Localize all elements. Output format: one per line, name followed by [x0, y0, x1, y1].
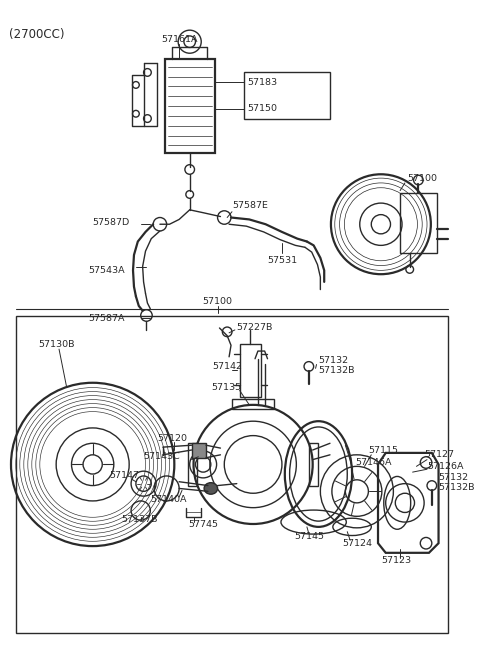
Text: 57140A: 57140A — [150, 495, 187, 504]
Text: 57135: 57135 — [211, 383, 241, 392]
Text: 57150: 57150 — [247, 104, 277, 113]
Bar — [192, 443, 206, 458]
Bar — [309, 443, 318, 485]
Text: 57126A: 57126A — [427, 462, 464, 471]
Bar — [243, 72, 330, 119]
Text: 57531: 57531 — [267, 256, 297, 265]
Text: 57123: 57123 — [381, 556, 411, 565]
Text: 57127: 57127 — [424, 450, 454, 459]
Text: 57132: 57132 — [439, 474, 468, 482]
Text: 57745: 57745 — [189, 520, 219, 529]
Text: 57587A: 57587A — [88, 314, 124, 323]
Text: 57132: 57132 — [318, 356, 348, 365]
Bar — [165, 59, 215, 153]
Text: 57100: 57100 — [203, 297, 233, 306]
Text: 57124: 57124 — [342, 539, 372, 548]
Text: (2700CC): (2700CC) — [9, 28, 65, 41]
Text: 57100: 57100 — [407, 174, 437, 182]
Ellipse shape — [204, 483, 217, 494]
Text: 57587E: 57587E — [232, 201, 268, 209]
Bar — [232, 399, 274, 409]
Bar — [400, 194, 437, 253]
Text: 57132B: 57132B — [318, 366, 355, 375]
Text: 57587D: 57587D — [93, 218, 130, 227]
Text: 57120: 57120 — [157, 434, 187, 443]
Text: 57227B: 57227B — [237, 323, 273, 331]
Bar — [16, 316, 448, 632]
Text: 57161A: 57161A — [161, 35, 197, 44]
Text: 57145: 57145 — [294, 532, 324, 541]
Bar — [240, 344, 261, 397]
Text: 57132B: 57132B — [439, 483, 475, 492]
Text: 57143C: 57143C — [144, 452, 180, 461]
Text: 57146A: 57146A — [355, 458, 392, 467]
Text: 57137B: 57137B — [121, 515, 158, 523]
Text: 57130B: 57130B — [38, 340, 74, 349]
Text: 57142: 57142 — [213, 362, 243, 371]
Text: 57147: 57147 — [109, 472, 139, 480]
Text: 57183: 57183 — [247, 77, 277, 87]
Text: 57543A: 57543A — [88, 266, 124, 275]
Text: 57115: 57115 — [369, 445, 398, 455]
Bar — [188, 443, 197, 485]
